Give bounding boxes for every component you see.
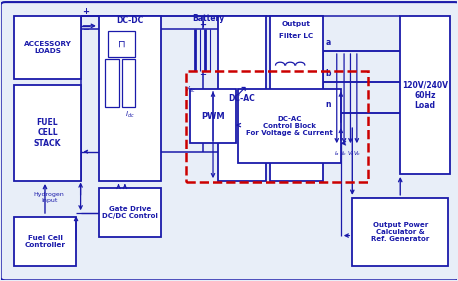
- Bar: [99, 16, 160, 181]
- Text: Output Power
Calculator &
Ref. Generator: Output Power Calculator & Ref. Generator: [371, 222, 429, 242]
- Text: DC-AC
Control Block
For Voltage & Current: DC-AC Control Block For Voltage & Curren…: [246, 116, 333, 136]
- Text: ↗: ↗: [235, 83, 247, 97]
- Text: $V_b$: $V_b$: [353, 149, 361, 158]
- Text: b: b: [326, 69, 331, 78]
- Text: n: n: [326, 100, 331, 109]
- Text: PWM: PWM: [201, 112, 225, 121]
- Bar: [105, 59, 119, 107]
- Text: −: −: [200, 70, 207, 79]
- Bar: [400, 16, 450, 174]
- Text: ⊓: ⊓: [118, 39, 125, 49]
- Bar: [190, 89, 236, 143]
- Bar: [108, 31, 136, 56]
- Text: +: +: [200, 20, 207, 29]
- Bar: [270, 16, 322, 181]
- Text: 120V/240V
60Hz
Load: 120V/240V 60Hz Load: [402, 80, 448, 110]
- Text: Hydrogen
Input: Hydrogen Input: [34, 192, 65, 203]
- Text: $I_a$: $I_a$: [334, 149, 340, 158]
- Text: $V_a$: $V_a$: [347, 149, 354, 158]
- Text: $V_{dc}$: $V_{dc}$: [184, 85, 196, 95]
- Bar: [218, 16, 266, 181]
- Text: ACCESSORY
LOADS: ACCESSORY LOADS: [23, 41, 71, 54]
- Text: Battery: Battery: [192, 14, 224, 23]
- Bar: [14, 85, 81, 181]
- Bar: [352, 198, 448, 266]
- Text: DC-DC: DC-DC: [116, 16, 143, 25]
- Bar: [122, 59, 136, 107]
- Text: FUEL
CELL
STACK: FUEL CELL STACK: [34, 118, 61, 148]
- Bar: [185, 71, 368, 182]
- Text: +: +: [82, 7, 89, 16]
- Text: Fuel Cell
Controller: Fuel Cell Controller: [25, 235, 65, 248]
- Text: DC-AC: DC-AC: [228, 94, 255, 103]
- Bar: [14, 217, 76, 266]
- Text: −: −: [82, 26, 89, 35]
- Bar: [238, 89, 341, 163]
- Text: a: a: [326, 38, 331, 47]
- Text: Gate Drive
DC/DC Control: Gate Drive DC/DC Control: [102, 206, 158, 219]
- Text: Output: Output: [282, 21, 311, 28]
- Text: $I_b$: $I_b$: [341, 149, 347, 158]
- Bar: [14, 16, 81, 79]
- Text: Filter LC: Filter LC: [279, 33, 313, 39]
- Text: $I_{dc}$: $I_{dc}$: [125, 110, 134, 121]
- Bar: [99, 188, 160, 237]
